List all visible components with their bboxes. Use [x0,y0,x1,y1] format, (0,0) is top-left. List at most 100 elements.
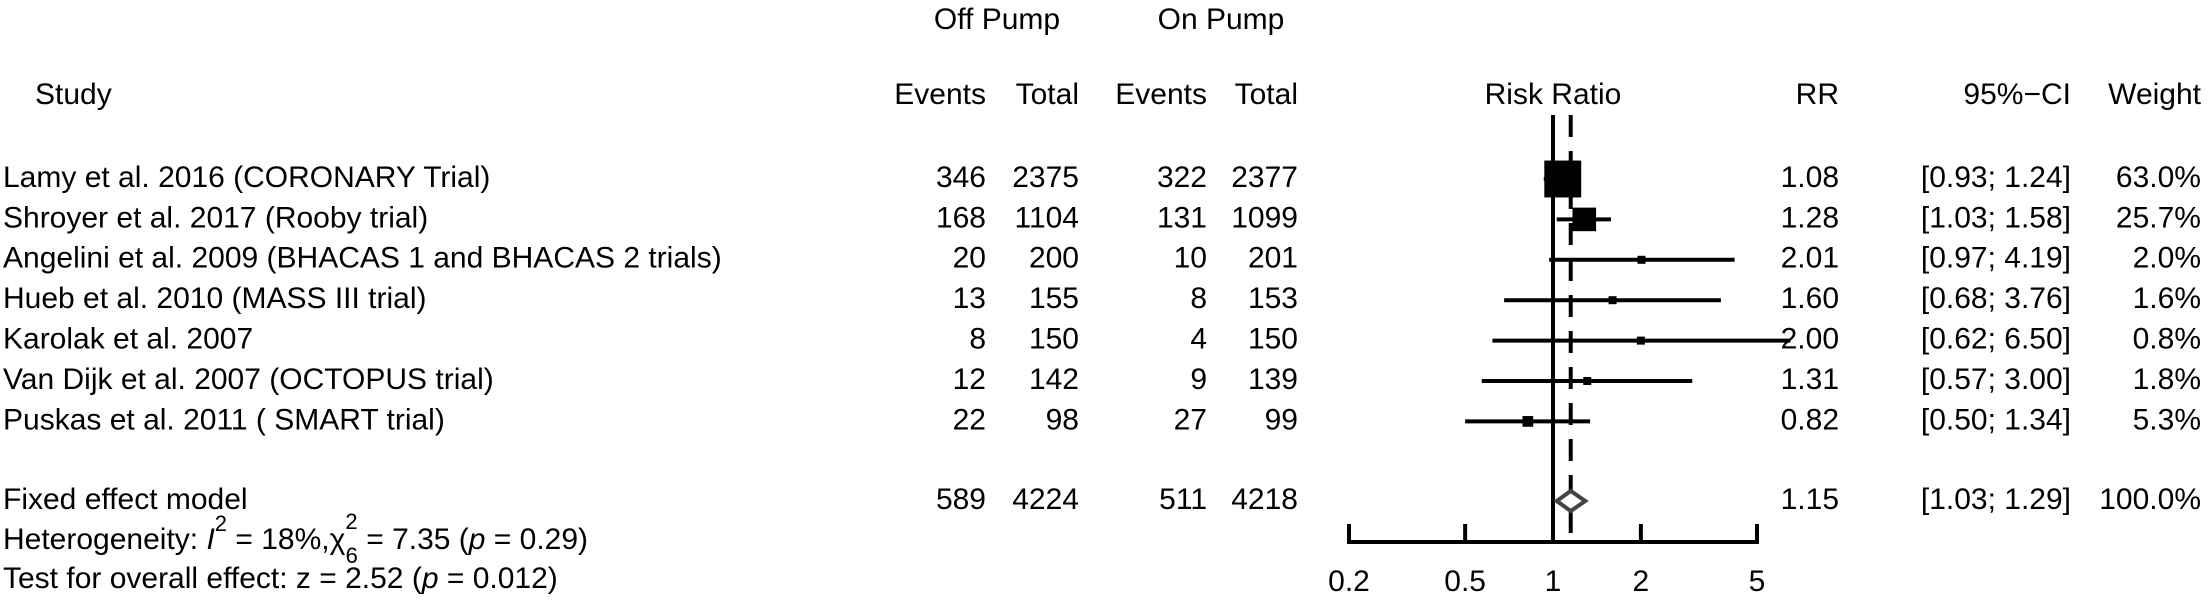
study-square [1544,160,1582,198]
ci-value: [0.68; 3.76] [1921,282,2071,315]
x-tick-label: 0.2 [1328,565,1370,598]
events-off: 12 [953,363,986,396]
x-tick-label: 5 [1749,565,1766,598]
column-header: Total [1016,78,1079,111]
column-header: Weight [2108,78,2201,111]
x-tick-label: 0.5 [1444,565,1486,598]
events-off: 22 [953,403,986,436]
study-square [1572,207,1597,232]
total-on: 150 [1248,323,1298,356]
events-off: 8 [969,323,986,356]
events-on: 10 [1174,242,1207,275]
total-off: 200 [1029,242,1079,275]
group-header: Off Pump [934,3,1060,36]
total-off: 2375 [1012,161,1079,194]
weight-value: 5.3% [2133,403,2201,436]
heterogeneity-part: 2 [345,509,357,534]
column-header: Risk Ratio [1485,78,1622,111]
study-square [1636,336,1645,345]
study-square [1583,377,1592,385]
total-off: 98 [1046,403,1079,436]
rr-value: 1.60 [1781,282,1839,315]
weight-value: 2.0% [2133,242,2201,275]
rr-value: 1.15 [1781,483,1839,516]
events-on: 322 [1157,161,1207,194]
weight-value: 100.0% [2099,483,2201,516]
events-off: 13 [953,282,986,315]
study-name: Van Dijk et al. 2007 (OCTOPUS trial) [3,363,494,396]
rr-value: 1.31 [1781,363,1839,396]
study-square [1637,255,1646,264]
heterogeneity-part: = 18%, [227,523,330,556]
overall-test-part: p [421,562,439,595]
weight-value: 1.6% [2133,282,2201,315]
overall-test-part: Test for overall effect: z = 2.52 ( [3,562,422,595]
study-name: Puskas et al. 2011 ( SMART trial) [3,403,445,436]
heterogeneity-part: 6 [346,543,358,568]
total-on: 2377 [1231,161,1298,194]
ci-value: [0.57; 3.00] [1921,363,2071,396]
events-on: 8 [1190,282,1207,315]
total-on: 201 [1248,242,1298,275]
heterogeneity-part: χ [330,523,346,556]
total-off: 4224 [1012,483,1079,516]
total-on: 4218 [1231,483,1298,516]
events-on: 4 [1190,323,1207,356]
events-off: 20 [953,242,986,275]
overall-test-part: = 0.012) [439,562,558,595]
weight-value: 25.7% [2116,201,2201,234]
study-square [1522,416,1534,427]
column-header: Total [1235,78,1298,111]
events-on: 511 [1159,483,1207,516]
weight-value: 1.8% [2133,363,2201,396]
overall-diamond [1553,488,1589,514]
ci-value: [0.62; 6.50] [1921,323,2071,356]
total-on: 1099 [1231,201,1298,234]
study-name: Shroyer et al. 2017 (Rooby trial) [3,201,428,234]
study-name: Angelini et al. 2009 (BHACAS 1 and BHACA… [3,242,722,275]
heterogeneity-part: = 0.29) [485,523,588,556]
x-tick-label: 1 [1545,565,1562,598]
column-header: Events [894,78,986,111]
rr-value: 0.82 [1781,403,1839,436]
rr-value: 1.08 [1781,161,1839,194]
column-header: RR [1796,78,1839,111]
column-header: Study [35,78,112,111]
events-on: 27 [1174,403,1207,436]
overall-test: Test for overall effect: z = 2.52 (p = 0… [3,562,558,595]
heterogeneity-part: Heterogeneity: [3,523,206,556]
total-off: 150 [1029,323,1079,356]
ci-value: [0.93; 1.24] [1921,161,2071,194]
x-tick-label: 2 [1633,565,1650,598]
ci-value: [0.50; 1.34] [1921,403,2071,436]
rr-value: 2.01 [1781,242,1839,275]
heterogeneity-part: I [206,523,214,556]
total-on: 99 [1265,403,1298,436]
total-off: 155 [1029,282,1079,315]
events-on: 9 [1190,363,1207,396]
events-off: 168 [936,201,986,234]
ci-value: [1.03; 1.29] [1921,483,2071,516]
ci-value: [1.03; 1.58] [1921,201,2071,234]
column-header: Events [1115,78,1207,111]
total-off: 142 [1029,363,1079,396]
events-off: 589 [936,483,986,516]
group-header: On Pump [1158,3,1285,36]
rr-value: 2.00 [1781,323,1839,356]
study-name: Hueb et al. 2010 (MASS III trial) [3,282,427,315]
rr-value: 1.28 [1781,201,1839,234]
study-square [1608,296,1617,305]
total-on: 139 [1248,363,1298,396]
events-on: 131 [1157,201,1207,234]
events-off: 346 [936,161,986,194]
column-header: 95%−CI [1963,78,2071,111]
study-name: Lamy et al. 2016 (CORONARY Trial) [3,161,490,194]
ci-value: [0.97; 4.19] [1921,242,2071,275]
heterogeneity-part: = 7.35 ( [358,523,469,556]
heterogeneity: Heterogeneity: I2 = 18%,χ2 6 = 7.35 (p = … [3,509,588,568]
total-off: 1104 [1014,201,1079,234]
total-on: 153 [1248,282,1298,315]
study-name: Fixed effect model [3,483,248,516]
weight-value: 0.8% [2133,323,2201,356]
